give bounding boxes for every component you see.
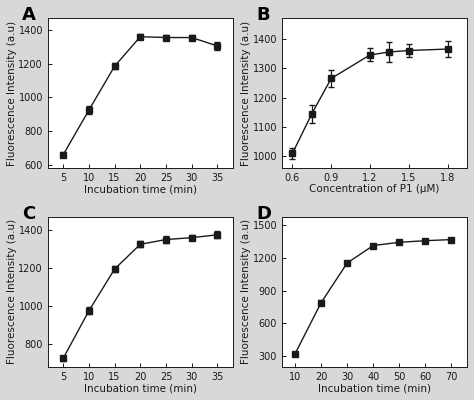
- Text: C: C: [22, 205, 35, 223]
- Y-axis label: Fluorescence Intensity (a.u): Fluorescence Intensity (a.u): [241, 219, 251, 364]
- Text: B: B: [256, 6, 270, 24]
- Text: D: D: [256, 205, 271, 223]
- Y-axis label: Fluorescence Intensity (a.u): Fluorescence Intensity (a.u): [7, 219, 17, 364]
- Y-axis label: Fluorescence Intensity (a.u): Fluorescence Intensity (a.u): [7, 21, 17, 166]
- X-axis label: Incubation time (min): Incubation time (min): [84, 383, 197, 393]
- Text: A: A: [22, 6, 36, 24]
- Y-axis label: Fluorescence Intensity (a.u): Fluorescence Intensity (a.u): [241, 21, 251, 166]
- X-axis label: Incubation time (min): Incubation time (min): [318, 383, 431, 393]
- X-axis label: Incubation time (min): Incubation time (min): [84, 184, 197, 194]
- X-axis label: Concentration of P1 (μM): Concentration of P1 (μM): [310, 184, 440, 194]
